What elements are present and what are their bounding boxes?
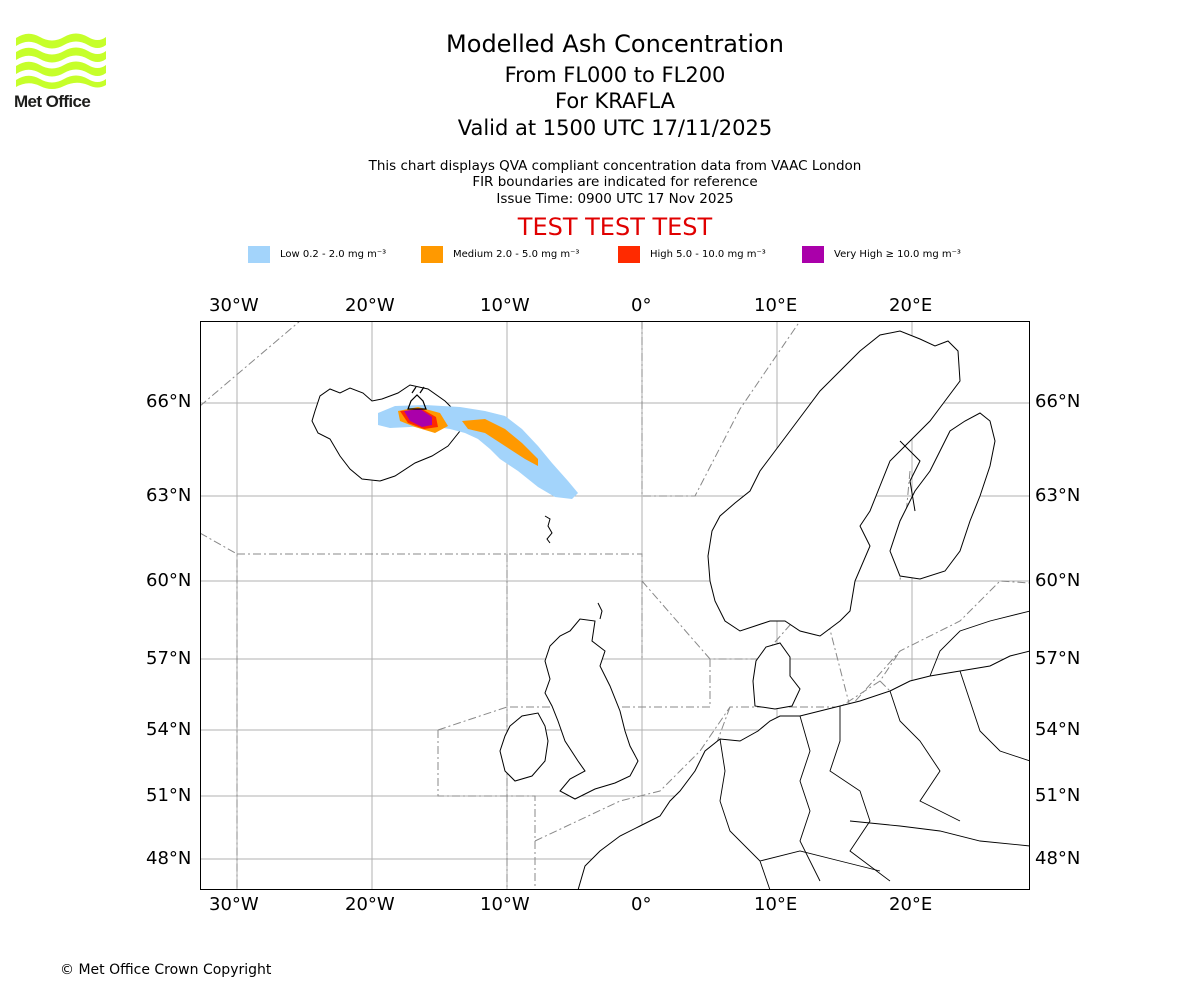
lon-label-top-30w: 30°W — [209, 295, 259, 316]
legend-item-low: Low 0.2 - 2.0 mg m⁻³ — [248, 244, 386, 264]
issue-time: Issue Time: 0900 UTC 17 Nov 2025 — [496, 191, 734, 207]
great-britain-coastline — [544, 618, 639, 800]
lat-label-left-51n: 51°N — [146, 785, 192, 806]
denmark-coastline — [752, 642, 801, 710]
scandinavia-coastline — [707, 330, 961, 637]
lat-label-right-63n: 63°N — [1035, 485, 1081, 506]
legend-label-medium: Medium 2.0 - 5.0 mg m⁻³ — [453, 248, 580, 260]
test-banner: TEST TEST TEST — [517, 213, 713, 241]
legend-item-very-high: Very High ≥ 10.0 mg m⁻³ — [802, 244, 961, 264]
legend-item-high: High 5.0 - 10.0 mg m⁻³ — [618, 244, 766, 264]
legend-swatch-low — [248, 245, 270, 263]
lat-label-left-63n: 63°N — [146, 485, 192, 506]
legend-swatch-high — [618, 245, 640, 263]
volcano-marker-icon — [407, 386, 427, 410]
lat-label-right-54n: 54°N — [1035, 719, 1081, 740]
valid-time: Valid at 1500 UTC 17/11/2025 — [457, 116, 773, 140]
met-office-logo-icon — [16, 33, 106, 89]
lon-label-bottom-30w: 30°W — [209, 894, 259, 915]
lat-label-right-48n: 48°N — [1035, 848, 1081, 869]
chart-title: Modelled Ash Concentration — [446, 30, 784, 58]
description-line-2: FIR boundaries are indicated for referen… — [472, 174, 758, 190]
lon-label-bottom-20w: 20°W — [345, 894, 395, 915]
lon-label-bottom-0: 0° — [631, 894, 652, 915]
lat-label-right-60n: 60°N — [1035, 570, 1081, 591]
lon-label-top-20e: 20°E — [889, 295, 933, 316]
lon-label-bottom-10w: 10°W — [480, 894, 530, 915]
met-office-logo-text: Met Office — [14, 92, 91, 111]
lon-label-bottom-20e: 20°E — [889, 894, 933, 915]
shetland-islands — [597, 602, 603, 620]
ash-low-region — [378, 405, 578, 499]
gulf-bothnia-coast — [899, 440, 921, 512]
lon-label-top-10w: 10°W — [480, 295, 530, 316]
legend-swatch-very-high — [802, 245, 824, 263]
lat-label-left-60n: 60°N — [146, 570, 192, 591]
country-borders — [719, 610, 1030, 890]
ireland-coastline — [499, 712, 549, 782]
lon-label-bottom-10e: 10°E — [754, 894, 798, 915]
lat-label-left-57n: 57°N — [146, 648, 192, 669]
copyright-notice: © Met Office Crown Copyright — [60, 962, 272, 978]
legend-swatch-medium — [421, 245, 443, 263]
iceland-coastline — [311, 384, 461, 482]
finland-coastline — [889, 412, 996, 580]
volcano-name: For KRAFLA — [555, 89, 675, 113]
lat-label-left-54n: 54°N — [146, 719, 192, 740]
legend-label-very-high: Very High ≥ 10.0 mg m⁻³ — [834, 248, 961, 260]
legend-label-low: Low 0.2 - 2.0 mg m⁻³ — [280, 248, 387, 260]
legend-label-high: High 5.0 - 10.0 mg m⁻³ — [650, 248, 766, 260]
flight-level-range: From FL000 to FL200 — [504, 63, 726, 87]
ash-very-high-region — [404, 409, 432, 427]
legend-item-medium: Medium 2.0 - 5.0 mg m⁻³ — [421, 244, 579, 264]
lon-label-top-10e: 10°E — [754, 295, 798, 316]
lon-label-top-20w: 20°W — [345, 295, 395, 316]
lat-label-right-51n: 51°N — [1035, 785, 1081, 806]
lat-label-right-57n: 57°N — [1035, 648, 1081, 669]
continental-europe-coastline — [577, 650, 1030, 890]
ash-concentration-map — [200, 321, 1030, 890]
map-frame — [200, 321, 1030, 890]
lat-label-left-48n: 48°N — [146, 848, 192, 869]
faroe-islands — [544, 515, 553, 544]
description-line-1: This chart displays QVA compliant concen… — [368, 158, 862, 174]
ash-plume — [378, 386, 578, 499]
lon-label-top-0: 0° — [631, 295, 652, 316]
lat-label-left-66n: 66°N — [146, 391, 192, 412]
lat-label-right-66n: 66°N — [1035, 391, 1081, 412]
